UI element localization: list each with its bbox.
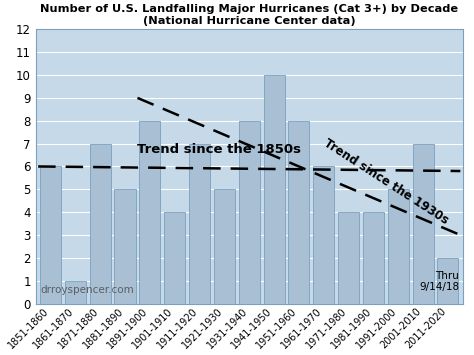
Bar — [65, 281, 86, 304]
Text: Thru
9/14/18: Thru 9/14/18 — [419, 271, 459, 292]
Bar — [363, 212, 384, 304]
Bar — [115, 189, 136, 304]
Bar — [438, 258, 458, 304]
Bar — [338, 212, 359, 304]
Bar — [239, 121, 260, 304]
Bar — [164, 212, 185, 304]
Bar — [288, 121, 310, 304]
Bar — [214, 189, 235, 304]
Text: drroyspencer.com: drroyspencer.com — [40, 285, 134, 295]
Title: Number of U.S. Landfalling Major Hurricanes (Cat 3+) by Decade
(National Hurrica: Number of U.S. Landfalling Major Hurrica… — [40, 4, 458, 26]
Text: Trend since the 1930s: Trend since the 1930s — [322, 137, 451, 227]
Text: Trend since the 1850s: Trend since the 1850s — [137, 143, 301, 156]
Bar — [264, 75, 284, 304]
Bar — [139, 121, 160, 304]
Bar — [313, 166, 334, 304]
Bar — [412, 144, 434, 304]
Bar — [90, 144, 111, 304]
Bar — [40, 166, 61, 304]
Bar — [388, 189, 409, 304]
Bar — [189, 144, 210, 304]
